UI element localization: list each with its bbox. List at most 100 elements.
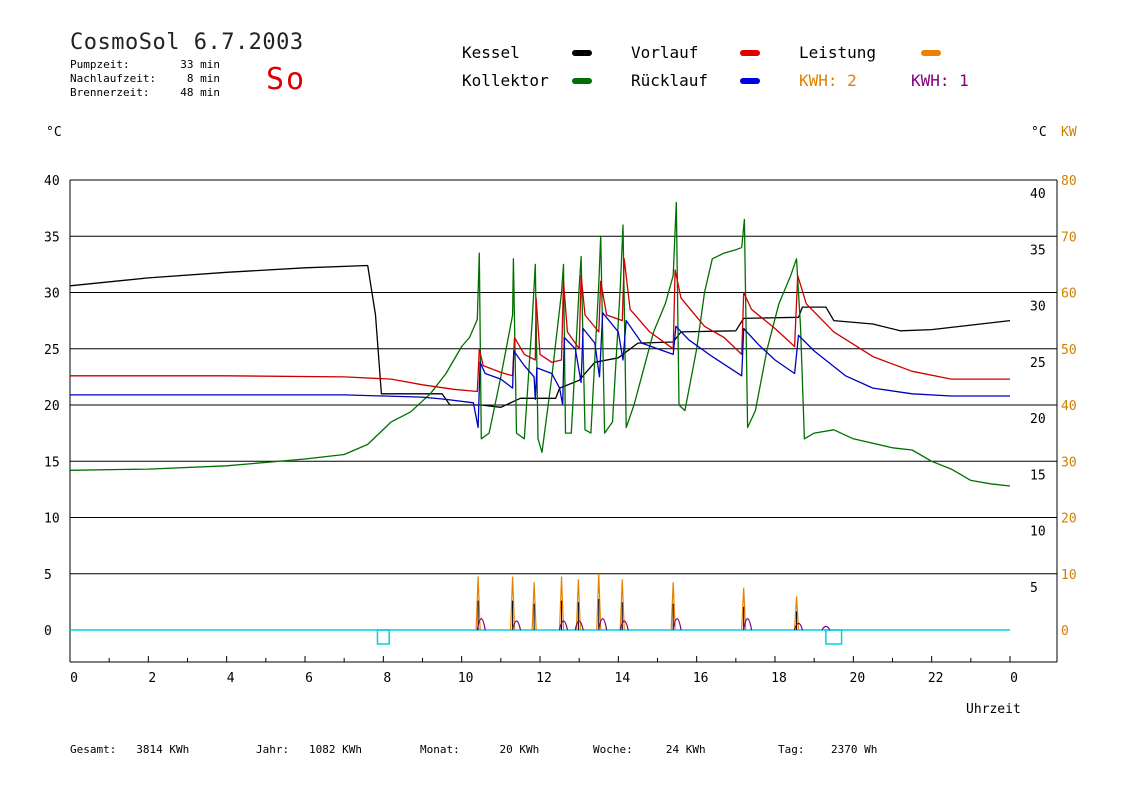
x-axis-label: Uhrzeit	[966, 702, 1021, 717]
legend-kollektor: Kollektor	[462, 71, 549, 90]
footer-jahr: Jahr: 1082 KWh	[256, 743, 362, 756]
x-tick-label: 4	[227, 671, 235, 686]
x-tick-label: 20	[850, 671, 866, 686]
x-tick-label: 2	[148, 671, 156, 686]
legend-vorlauf-swatch	[740, 50, 760, 56]
kwh-bump	[558, 620, 569, 631]
footer-tag: Tag: 2370 Wh	[778, 743, 877, 756]
right-axis-kw-unit: KW	[1061, 125, 1077, 140]
chart-title: CosmoSol 6.7.2003	[70, 30, 304, 55]
x-tick-label: 8	[383, 671, 391, 686]
leistung-spike	[558, 576, 565, 631]
x-tick-label: 18	[771, 671, 787, 686]
y-right-tick-label: 10	[1030, 525, 1046, 540]
y-right-tick-label: 30	[1030, 300, 1046, 315]
y-tick-label: 25	[44, 343, 60, 358]
pump-block	[376, 629, 390, 645]
stats-block: Pumpzeit: 33 min Nachlaufzeit: 8 min Brenn…	[70, 58, 220, 100]
y2-tick-label: 0	[1061, 624, 1069, 639]
y-tick-label: 15	[44, 455, 60, 470]
kwh-bump	[672, 618, 682, 631]
y2-tick-label: 70	[1061, 230, 1077, 245]
x-tick-label: 16	[693, 671, 709, 686]
y-right-tick-label: 25	[1030, 356, 1046, 371]
leistung-spike	[619, 579, 625, 631]
y2-tick-label: 80	[1061, 174, 1077, 189]
series-ruecklauf-line	[70, 312, 1010, 429]
y-tick-label: 10	[44, 512, 60, 527]
x-tick-label: 22	[928, 671, 944, 686]
legend-leistung-swatch	[921, 50, 941, 56]
y2-tick-label: 40	[1061, 399, 1077, 414]
x-tick-label: 10	[458, 671, 474, 686]
y-right-tick-label: 20	[1030, 412, 1046, 427]
footer-monat: Monat: 20 KWh	[420, 743, 539, 756]
right-axis-unit: °C	[1031, 125, 1047, 140]
kwh-bump	[742, 618, 753, 631]
legend-kessel-swatch	[572, 50, 592, 56]
kwh-bump	[598, 618, 608, 631]
stat-label: Nachlaufzeit:	[70, 72, 157, 85]
kwh-bump	[821, 625, 831, 631]
leistung-spike	[670, 582, 676, 631]
footer-label: Monat:	[420, 743, 460, 756]
leistung-spike	[741, 587, 747, 631]
stat-label: Pumpzeit:	[70, 58, 130, 71]
footer-label: Gesamt:	[70, 743, 117, 756]
footer-value: 3814 KWh	[136, 743, 190, 756]
series-kollektor-line	[69, 201, 1011, 487]
y-right-tick-label: 5	[1030, 581, 1038, 596]
footer-value: 24 KWh	[665, 743, 706, 756]
y-tick-label: 30	[44, 287, 60, 302]
y-tick-label: 35	[44, 230, 60, 245]
legend-kessel: Kessel	[462, 43, 520, 62]
x-tick-label: 14	[615, 671, 631, 686]
y-right-tick-label: 35	[1030, 243, 1046, 258]
footer-woche: Woche: 24 KWh	[593, 743, 706, 756]
kwh-bump	[619, 620, 629, 631]
footer-value: 20 KWh	[499, 743, 540, 756]
legend-leistung: Leistung	[799, 43, 877, 62]
leistung-spike	[531, 582, 537, 631]
stat-value: 48 min	[180, 86, 220, 99]
y-right-tick-label: 15	[1030, 468, 1046, 483]
leistung-spike	[596, 573, 602, 631]
y-tick-label: 0	[44, 624, 52, 639]
y2-tick-label: 50	[1061, 343, 1077, 358]
pump-block	[825, 629, 843, 645]
x-tick-label: 0	[1010, 671, 1018, 686]
kwh-bump	[574, 620, 584, 631]
legend-ruecklauf-swatch	[740, 78, 760, 84]
y-right-tick-label: 40	[1030, 187, 1046, 202]
legend-vorlauf: Vorlauf	[631, 43, 699, 62]
y-tick-label: 20	[44, 399, 60, 414]
legend-kwh2: KWH: 2	[799, 71, 857, 90]
series-vorlauf-line	[70, 258, 1010, 393]
kwh-bump	[476, 618, 486, 631]
footer-label: Woche:	[593, 743, 633, 756]
kwh-bump	[511, 620, 522, 631]
series-kessel-line	[69, 264, 1011, 408]
x-tick-label: 12	[536, 671, 552, 686]
stat-row: Brennerzeit: 48 min	[70, 86, 220, 100]
footer-label: Jahr:	[256, 743, 290, 756]
y2-tick-label: 20	[1061, 512, 1077, 527]
legend-kollektor-swatch	[572, 78, 592, 84]
y2-tick-label: 10	[1061, 568, 1077, 583]
legend-ruecklauf: Rücklauf	[631, 71, 709, 90]
stat-value: 8 min	[186, 72, 220, 85]
leistung-spike	[793, 596, 800, 631]
leistung-spike	[509, 576, 516, 631]
footer-label: Tag:	[778, 743, 805, 756]
leistung-spike	[475, 576, 481, 631]
footer-gesamt: Gesamt: 3814 KWh	[70, 743, 189, 756]
y2-tick-label: 60	[1061, 287, 1077, 302]
stat-label: Brennerzeit:	[70, 86, 150, 99]
kwh-bump	[793, 622, 804, 631]
y-tick-label: 40	[44, 174, 60, 189]
y-tick-label: 5	[44, 568, 52, 583]
left-axis-unit: °C	[46, 125, 62, 140]
legend-kwh1: KWH: 1	[911, 71, 969, 90]
stat-row: Pumpzeit: 33 min	[70, 58, 220, 72]
